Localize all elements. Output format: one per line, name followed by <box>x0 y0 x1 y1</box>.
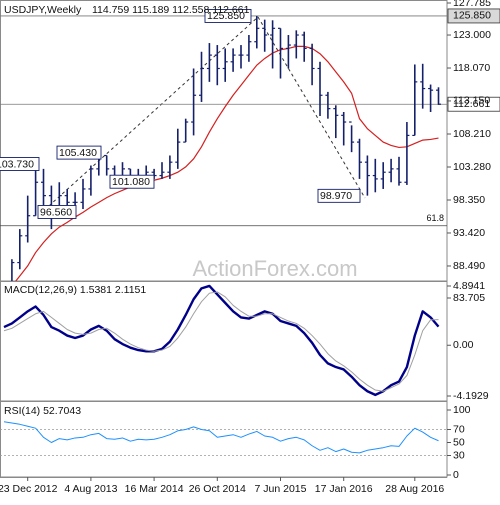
chart-subtitle: 114.759 115.189 112.558 112.661 <box>92 4 250 16</box>
y-tick-label: 127.785 <box>453 0 491 9</box>
annotation-label: 125.850 <box>207 10 245 22</box>
x-tick-label: 4 Aug 2013 <box>64 483 117 495</box>
annotation-box <box>56 145 102 160</box>
y-tick-label: 50 <box>453 436 465 448</box>
annotation-box <box>109 174 155 189</box>
y-tick-label: 4.8941 <box>453 280 485 292</box>
annotation-label: 105.430 <box>59 147 97 159</box>
rsi-plot <box>0 421 447 456</box>
y-tick-label: 83.705 <box>453 292 485 304</box>
y-tick-label: 108.210 <box>453 128 491 140</box>
annotation-box <box>204 8 252 23</box>
x-tick-label: 7 Jun 2015 <box>255 483 307 495</box>
x-tick-label: 28 Aug 2016 <box>385 483 444 495</box>
trend-line <box>257 16 366 199</box>
y-tick-label: 93.420 <box>453 227 485 239</box>
x-tick-label: 23 Dec 2012 <box>0 483 58 495</box>
trend-tool <box>39 16 366 215</box>
annotation-box <box>0 157 40 171</box>
price-marker-label: 112.661 <box>453 98 490 110</box>
price-panel <box>0 0 448 282</box>
trend-line <box>39 16 259 215</box>
annotation-box <box>37 205 77 219</box>
y-tick-label: 100 <box>453 404 471 416</box>
price-plot: 103.730 105.430 101.080 96.560 125.850 98.970 <box>0 8 447 281</box>
price-marker-label: 125.850 <box>453 10 491 22</box>
price-marker-box <box>447 8 500 24</box>
x-tick-label: 17 Jan 2016 <box>315 483 373 495</box>
rsi-title: RSI(14) 52.7043 <box>4 405 81 417</box>
y-tick-label: 98.350 <box>453 194 485 206</box>
y-tick-label: 113.150 <box>453 95 490 107</box>
x-tick-label: 26 Oct 2014 <box>189 483 246 495</box>
y-tick-label: 88.490 <box>453 260 485 272</box>
watermark: ActionForex.com <box>192 256 357 281</box>
annotation-label: 101.080 <box>112 176 150 188</box>
rsi-panel <box>0 401 448 478</box>
annotation-box <box>317 188 361 203</box>
y-tick-label: 0.00 <box>453 339 474 351</box>
line-series <box>3 284 440 397</box>
macd-title: MACD(12,26,9) 1.5381 2.1151 <box>4 284 146 296</box>
y-tick-label: 103.280 <box>453 161 491 173</box>
annotation-label: 98.970 <box>320 190 352 202</box>
y-tick-label: -4.1929 <box>453 390 489 402</box>
x-tick-label: 16 Mar 2014 <box>125 483 184 495</box>
annotation-label: 103.730 <box>0 158 34 170</box>
fib-label: 61.8 <box>426 213 444 223</box>
y-tick-label: 123.000 <box>453 29 491 41</box>
line-series <box>3 291 439 392</box>
macd-plot <box>3 284 440 397</box>
y-tick-label: 30 <box>453 449 465 461</box>
price-marker-box <box>447 96 500 112</box>
annotation-label: 96.560 <box>40 206 72 218</box>
macd-panel <box>0 281 448 402</box>
line-series <box>3 421 439 454</box>
y-tick-label: 70 <box>453 423 465 435</box>
y-tick-label: 0 <box>453 469 459 481</box>
y-tick-label: 118.070 <box>453 62 490 74</box>
chart-title: USDJPY,Weekly <box>4 4 82 16</box>
